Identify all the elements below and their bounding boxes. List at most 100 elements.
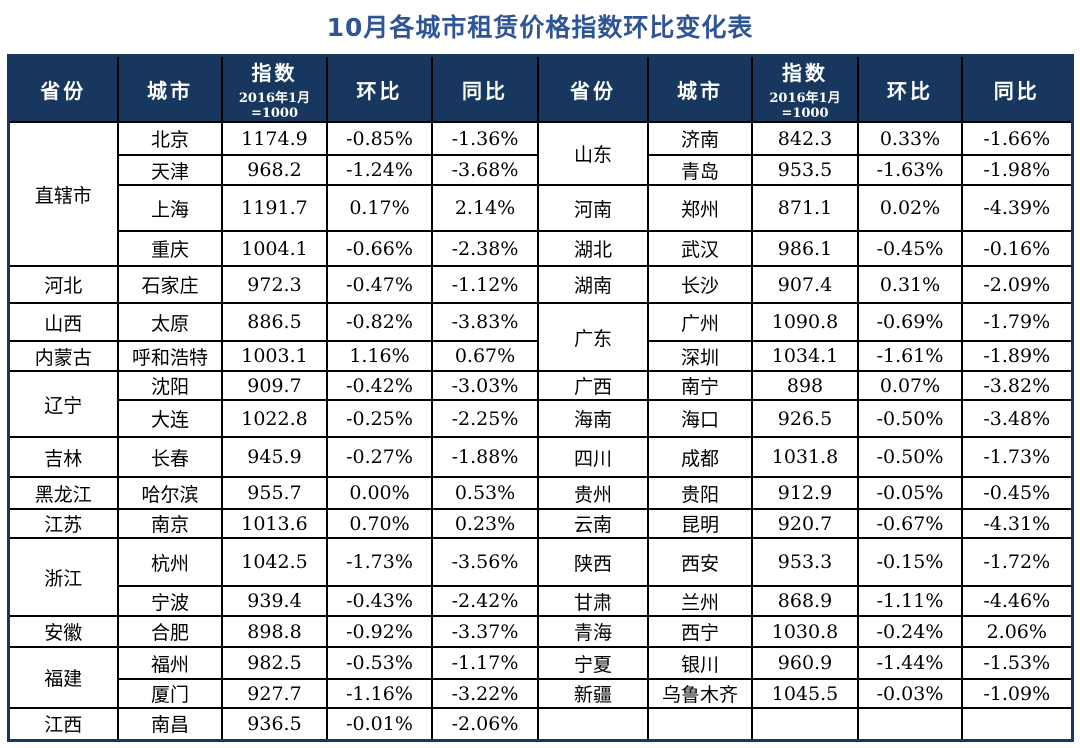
left-index-cell: 1042.5 xyxy=(221,537,328,587)
right-mom-cell: -0.50% xyxy=(857,436,963,478)
left-province-cell: 河北 xyxy=(7,265,119,304)
left-city-cell: 石家庄 xyxy=(117,265,223,304)
right-city-cell: 广州 xyxy=(647,302,753,342)
left-province-cell: 浙江 xyxy=(7,537,119,617)
header-index-left-label: 指数 xyxy=(251,61,298,85)
right-index-cell: 912.9 xyxy=(751,476,859,510)
header-index-right-note: 2016年1月=1000 xyxy=(769,91,841,121)
left-index-cell: 1174.9 xyxy=(221,121,328,156)
left-index-cell: 955.7 xyxy=(221,476,328,510)
right-yoy-cell: -1.09% xyxy=(961,678,1073,709)
right-city-cell: 乌鲁木齐 xyxy=(647,678,753,709)
right-province-cell: 云南 xyxy=(537,508,649,539)
right-index-cell: 1031.8 xyxy=(751,436,859,478)
left-yoy-cell: 0.23% xyxy=(431,508,539,539)
right-city-cell: 长沙 xyxy=(647,265,753,304)
table-row: 河北 石家庄 972.3 -0.47% -1.12% 湖南 长沙 907.4 0.31% -2.0… xyxy=(7,265,1073,304)
right-city-cell: 银川 xyxy=(647,646,753,680)
table-row: 江苏 南京 1013.6 0.70% 0.23% 云南 昆明 920.7 -0.67% -4.31… xyxy=(7,508,1073,539)
right-index-cell: 920.7 xyxy=(751,508,859,539)
left-city-cell: 合肥 xyxy=(117,615,223,648)
left-province-cell: 内蒙古 xyxy=(7,340,119,372)
left-city-cell: 福州 xyxy=(117,646,223,680)
table-row: 山西 太原 886.5 -0.82% -3.83% 广东 广州 1090.8 -0.69% -1.… xyxy=(7,302,1073,372)
right-mom-cell xyxy=(857,707,963,741)
header-index-left: 指数 2016年1月=1000 xyxy=(221,54,328,123)
right-index-cell: 842.3 xyxy=(751,121,859,156)
left-mom-cell: -0.47% xyxy=(326,265,433,304)
right-mom-cell: -1.11% xyxy=(857,585,963,617)
right-mom-cell: -0.15% xyxy=(857,537,963,587)
right-city-cell: 郑州 xyxy=(647,184,753,232)
right-city-cell: 贵阳 xyxy=(647,476,753,510)
right-city-cell: 济南 xyxy=(647,121,753,156)
left-mom-cell: -0.42% xyxy=(326,370,433,401)
right-yoy-cell: -3.48% xyxy=(961,399,1073,438)
table-row: 内蒙古 呼和浩特 1003.1 1.16% 0.67% 深圳 1034.1 -1.61% -1.… xyxy=(7,340,1073,372)
left-mom-cell: -1.24% xyxy=(326,154,433,186)
left-index-cell: 982.5 xyxy=(221,646,328,680)
left-yoy-cell: -2.38% xyxy=(431,230,539,267)
right-mom-cell: -1.63% xyxy=(857,154,963,186)
header-mom-right: 环比 xyxy=(857,54,963,123)
left-city-cell: 厦门 xyxy=(117,678,223,709)
left-mom-cell: 0.00% xyxy=(326,476,433,510)
right-city-cell: 昆明 xyxy=(647,508,753,539)
right-province-cell: 宁夏 xyxy=(537,646,649,680)
left-city-cell: 天津 xyxy=(117,154,223,186)
left-yoy-cell: -1.17% xyxy=(431,646,539,680)
right-index-cell: 898 xyxy=(751,370,859,401)
left-yoy-cell: -3.68% xyxy=(431,154,539,186)
right-province-cell: 湖南 xyxy=(537,265,649,304)
table-header: 省份 城市 指数 2016年1月=1000 环比 同比 省份 城市 指数 201… xyxy=(7,54,1073,123)
left-yoy-cell: -3.37% xyxy=(431,615,539,648)
left-yoy-cell: -1.88% xyxy=(431,436,539,478)
right-province-cell: 广东 xyxy=(537,302,649,372)
left-city-cell: 南昌 xyxy=(117,707,223,741)
table-row: 江西 南昌 936.5 -0.01% -2.06% xyxy=(7,707,1073,741)
left-index-cell: 886.5 xyxy=(221,302,328,342)
table-row: 天津 968.2 -1.24% -3.68% 青岛 953.5 -1.63% -1.98% xyxy=(8,154,1073,186)
right-mom-cell: 0.07% xyxy=(857,370,963,401)
right-mom-cell: 0.33% xyxy=(857,121,963,156)
left-province-cell: 江西 xyxy=(7,707,119,741)
right-yoy-cell: -4.46% xyxy=(961,585,1073,617)
right-mom-cell: 0.02% xyxy=(857,184,963,232)
left-mom-cell: -1.73% xyxy=(326,537,433,587)
table-row: 安徽 合肥 898.8 -0.92% -3.37% 青海 西宁 1030.8 -0.24% 2.0… xyxy=(7,615,1073,648)
left-index-cell: 1022.8 xyxy=(221,399,328,438)
left-index-cell: 936.5 xyxy=(221,707,328,741)
left-province-cell: 山西 xyxy=(7,302,119,342)
right-mom-cell: -0.69% xyxy=(857,302,963,342)
left-yoy-cell: 0.53% xyxy=(431,476,539,510)
right-index-cell xyxy=(751,707,859,741)
right-mom-cell: -0.05% xyxy=(857,476,963,510)
right-city-cell: 兰州 xyxy=(647,585,753,617)
right-city-cell: 青岛 xyxy=(647,154,753,186)
table-row: 辽宁 沈阳 909.7 -0.42% -3.03% 广西 南宁 898 0.07% -3.82% xyxy=(7,370,1073,438)
right-yoy-cell: -1.98% xyxy=(961,154,1073,186)
right-yoy-cell: -0.45% xyxy=(961,476,1073,510)
table-row: 直辖市 北京 1174.9 -0.85% -1.36% 山东 济南 842.3 0.33% -1.… xyxy=(7,121,1073,267)
left-mom-cell: -0.53% xyxy=(326,646,433,680)
left-province-cell: 直辖市 xyxy=(7,121,119,267)
left-mom-cell: 1.16% xyxy=(326,340,433,372)
left-city-cell: 杭州 xyxy=(117,537,223,587)
right-province-cell: 四川 xyxy=(537,436,649,478)
left-province-cell: 江苏 xyxy=(7,508,119,539)
right-index-cell: 953.5 xyxy=(751,154,859,186)
left-yoy-cell: -2.42% xyxy=(431,585,539,617)
left-index-cell: 1004.1 xyxy=(221,230,328,267)
right-index-cell: 871.1 xyxy=(751,184,859,232)
right-index-cell: 1034.1 xyxy=(751,340,859,372)
right-mom-cell: -1.44% xyxy=(857,646,963,680)
left-index-cell: 1013.6 xyxy=(221,508,328,539)
left-index-cell: 927.7 xyxy=(221,678,328,709)
table-row: 福建 福州 982.5 -0.53% -1.17% 宁夏 银川 960.9 -1.44% -1.5… xyxy=(7,646,1073,709)
left-index-cell: 898.8 xyxy=(221,615,328,648)
left-index-cell: 1191.7 xyxy=(221,184,328,232)
right-index-cell: 953.3 xyxy=(751,537,859,587)
header-province-right: 省份 xyxy=(537,54,649,123)
left-yoy-cell: -2.06% xyxy=(431,707,539,741)
left-index-cell: 1003.1 xyxy=(221,340,328,372)
